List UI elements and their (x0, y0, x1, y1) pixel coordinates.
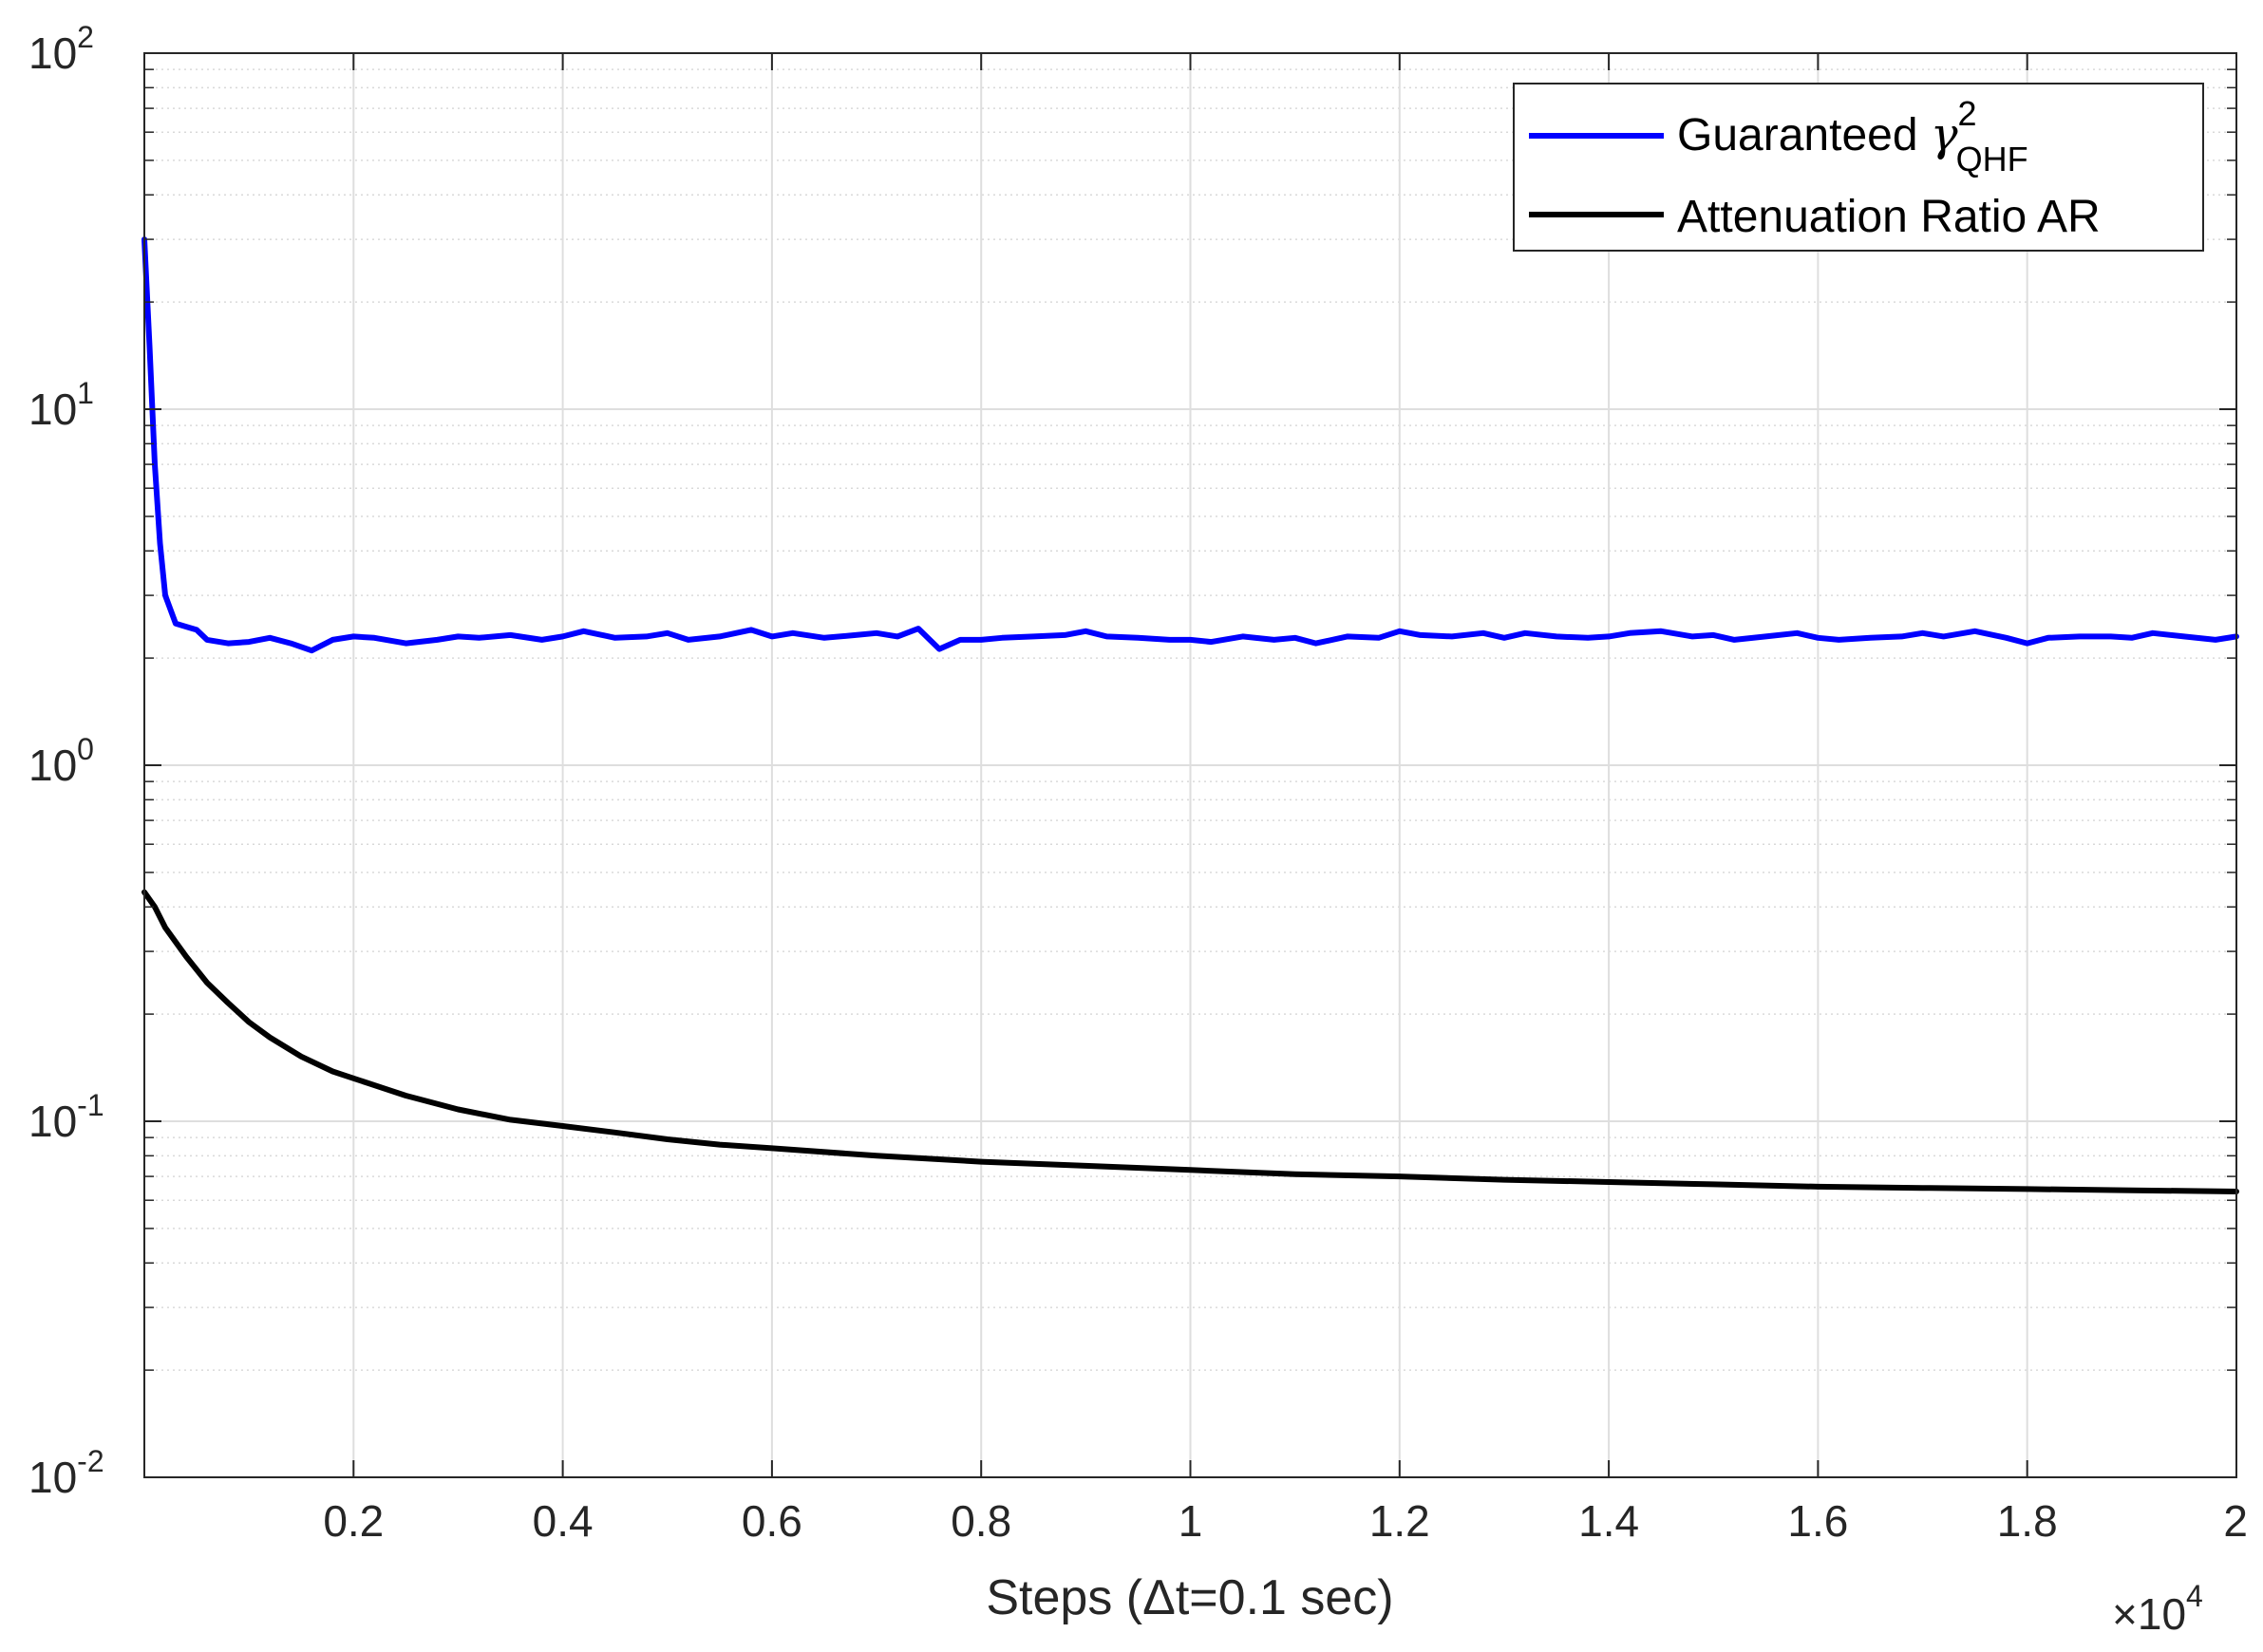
legend-symbol-gamma: γ (1931, 108, 1958, 161)
legend-prefix-guaranteed: Guaranteed (1677, 110, 1931, 160)
x-tick-labels: 0.2 0.4 0.6 0.8 1 1.2 1.4 1.6 1.8 2 (323, 1496, 2248, 1546)
y-tick-exponent: 2 (77, 20, 94, 54)
x-tick-label: 1.8 (1997, 1496, 2058, 1546)
y-tick-exponent: 0 (77, 732, 94, 766)
y-tick-label: 10-1 (28, 1088, 104, 1146)
tick-marks (144, 52, 2237, 1478)
legend-label-guaranteed: Guaranteed γ2 QHF (1677, 94, 2028, 178)
x-tick-label: 1.6 (1787, 1496, 1848, 1546)
y-tick-base: 10 (28, 1453, 77, 1502)
x-tick-label: 2 (2223, 1496, 2248, 1546)
x-tick-label: 0.6 (742, 1496, 802, 1546)
y-tick-base: 10 (28, 1097, 77, 1146)
x-axis-label: Steps (Δt=0.1 sec) (986, 1570, 1393, 1625)
x-tick-label: 1.4 (1578, 1496, 1639, 1546)
x-multiplier-exponent: 4 (2186, 1579, 2203, 1613)
series-line-guaranteed-gamma (141, 236, 2239, 654)
x-tick-label: 1 (1179, 1496, 1203, 1546)
series-line-attenuation-ratio (141, 889, 2239, 1194)
x-multiplier-base: ×10 (2112, 1589, 2186, 1639)
y-tick-label: 100 (28, 732, 94, 790)
x-tick-label: 0.8 (951, 1496, 1011, 1546)
y-tick-label: 102 (28, 20, 94, 78)
x-axis-multiplier: ×104 (2112, 1579, 2203, 1639)
y-tick-base: 10 (28, 28, 77, 78)
y-tick-exponent: -2 (77, 1444, 104, 1478)
y-tick-exponent: 1 (77, 376, 94, 410)
x-tick-label: 1.2 (1369, 1496, 1430, 1546)
minor-grid (144, 68, 2236, 1371)
legend-box (1513, 83, 2204, 252)
x-tick-label: 0.4 (533, 1496, 594, 1546)
y-tick-label: 10-2 (28, 1444, 104, 1502)
y-tick-base: 10 (28, 385, 77, 434)
series-layer (141, 236, 2239, 1194)
y-tick-base: 10 (28, 741, 77, 790)
legend: Guaranteed γ2 QHF Attenuation Ratio AR (1513, 83, 2204, 252)
legend-subscript: QHF (1956, 140, 2028, 178)
legend-superscript: 2 (1958, 94, 1977, 133)
y-tick-exponent: -1 (77, 1088, 104, 1122)
y-tick-label: 101 (28, 376, 94, 434)
legend-label-attenuation: Attenuation Ratio AR (1677, 192, 2101, 242)
x-tick-label: 0.2 (323, 1496, 384, 1546)
